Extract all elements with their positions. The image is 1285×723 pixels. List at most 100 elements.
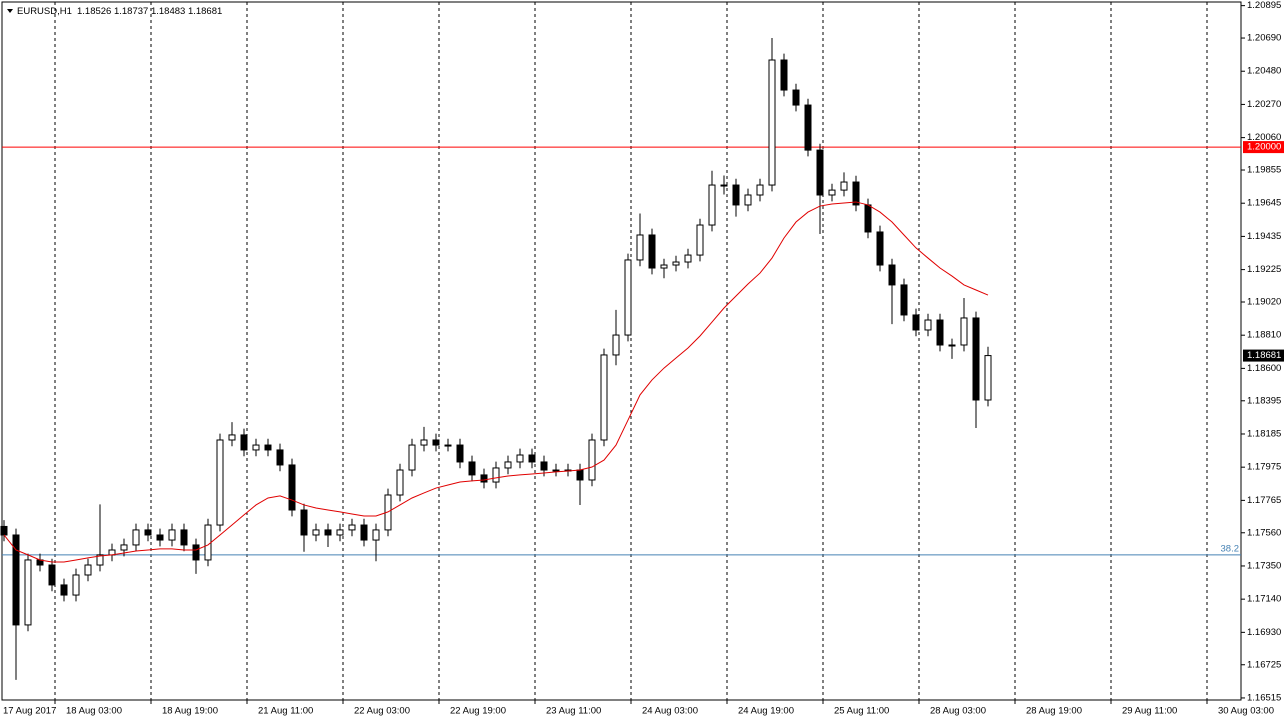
candle-body bbox=[0, 525, 8, 536]
candle-body bbox=[552, 469, 560, 472]
candle-body bbox=[672, 261, 680, 266]
x-tick-label: 18 Aug 03:00 bbox=[66, 706, 122, 717]
level-label: 1.20000 bbox=[1247, 142, 1281, 153]
candle-body bbox=[624, 259, 632, 336]
candle-body bbox=[696, 224, 704, 256]
x-tick-label: 28 Aug 19:00 bbox=[1026, 706, 1082, 717]
candle-body bbox=[420, 439, 428, 446]
candle-body bbox=[24, 559, 32, 626]
candle-body bbox=[792, 89, 800, 106]
current-price-label: 1.18681 bbox=[1247, 350, 1281, 361]
candle-body bbox=[252, 444, 260, 451]
candle-body bbox=[828, 189, 836, 196]
candle-body bbox=[900, 284, 908, 316]
candle-body bbox=[720, 184, 728, 187]
current-price-box bbox=[1243, 349, 1284, 362]
candle-body bbox=[852, 181, 860, 206]
y-tick-label: 1.18600 bbox=[1247, 363, 1281, 374]
candle-body bbox=[804, 104, 812, 151]
x-tick-label: 17 Aug 2017 bbox=[3, 706, 56, 717]
y-tick-label: 1.17560 bbox=[1247, 527, 1281, 538]
x-tick-label: 24 Aug 03:00 bbox=[642, 706, 698, 717]
y-tick-label: 1.18185 bbox=[1247, 428, 1281, 439]
level-label-box bbox=[1243, 141, 1284, 154]
candle-body bbox=[336, 529, 344, 536]
candle-body bbox=[732, 184, 740, 206]
candle-body bbox=[396, 469, 404, 496]
moving-average bbox=[3, 201, 989, 563]
fib-label: 38.2 bbox=[1221, 543, 1240, 554]
y-tick-label: 1.17140 bbox=[1247, 594, 1281, 605]
candle-body bbox=[492, 467, 500, 483]
x-tick-label: 24 Aug 19:00 bbox=[738, 706, 794, 717]
candle-body bbox=[840, 181, 848, 191]
candle-body bbox=[636, 234, 644, 261]
candle-body bbox=[204, 524, 212, 561]
candle-body bbox=[468, 461, 476, 476]
candle-body bbox=[876, 231, 884, 266]
candle-body bbox=[528, 454, 536, 463]
candle-body bbox=[684, 254, 692, 263]
x-tick-label: 18 Aug 19:00 bbox=[162, 706, 218, 717]
candle-body bbox=[372, 529, 380, 541]
candle-body bbox=[516, 454, 524, 463]
candle-body bbox=[648, 234, 656, 269]
y-tick-label: 1.17765 bbox=[1247, 495, 1281, 506]
candle-body bbox=[216, 439, 224, 526]
grid bbox=[2, 2, 1241, 700]
candle-body bbox=[264, 444, 272, 451]
candle-body bbox=[348, 524, 356, 531]
x-tick-label: 21 Aug 11:00 bbox=[258, 706, 313, 717]
candle-body bbox=[480, 474, 488, 483]
candle-body bbox=[444, 444, 452, 447]
candle-body bbox=[96, 554, 104, 566]
candle-body bbox=[168, 529, 176, 541]
y-tick-label: 1.19020 bbox=[1247, 297, 1281, 308]
symbol-label: EURUSD,H1 bbox=[17, 6, 72, 17]
y-tick-label: 1.20060 bbox=[1247, 132, 1281, 143]
candle-body bbox=[48, 564, 56, 586]
candle-body bbox=[240, 434, 248, 451]
candle-body bbox=[192, 544, 200, 561]
candle-body bbox=[780, 59, 788, 91]
plot-frame bbox=[1, 1, 1242, 701]
candle-body bbox=[360, 524, 368, 541]
candle-body bbox=[768, 59, 776, 186]
candle-body bbox=[612, 334, 620, 356]
candle-body bbox=[300, 509, 308, 536]
candle-body bbox=[708, 184, 716, 226]
candle-body bbox=[276, 449, 284, 466]
candle-body bbox=[60, 584, 68, 596]
y-tick-label: 1.20690 bbox=[1247, 33, 1281, 44]
y-tick-label: 1.19225 bbox=[1247, 264, 1281, 275]
y-tick-label: 1.16515 bbox=[1247, 692, 1281, 703]
candle-body bbox=[948, 344, 956, 347]
y-tick-label: 1.17975 bbox=[1247, 462, 1281, 473]
candle-body bbox=[960, 317, 968, 346]
y-tick-label: 1.19435 bbox=[1247, 231, 1281, 242]
candle-body bbox=[588, 439, 596, 481]
candle-body bbox=[888, 264, 896, 286]
candle-body bbox=[756, 184, 764, 196]
y-tick-label: 1.16725 bbox=[1247, 659, 1281, 670]
y-tick-label: 1.18395 bbox=[1247, 395, 1281, 406]
candle-body bbox=[600, 354, 608, 441]
x-tick-label: 29 Aug 11:00 bbox=[1122, 706, 1177, 717]
candle-body bbox=[288, 464, 296, 511]
x-tick-label: 30 Aug 03:00 bbox=[1218, 706, 1274, 717]
candle-body bbox=[984, 355, 992, 401]
candle-body bbox=[132, 529, 140, 546]
candle-body bbox=[972, 317, 980, 401]
menu-triangle[interactable] bbox=[7, 9, 13, 13]
candle-body bbox=[540, 461, 548, 471]
x-tick-label: 22 Aug 19:00 bbox=[450, 706, 506, 717]
candle-body bbox=[456, 444, 464, 463]
candle-body bbox=[924, 319, 932, 331]
candle-body bbox=[144, 529, 152, 536]
candle-body bbox=[816, 149, 824, 196]
candle-body bbox=[324, 529, 332, 536]
candle-body bbox=[660, 264, 668, 269]
candle-body bbox=[12, 534, 20, 626]
candle-body bbox=[120, 544, 128, 551]
